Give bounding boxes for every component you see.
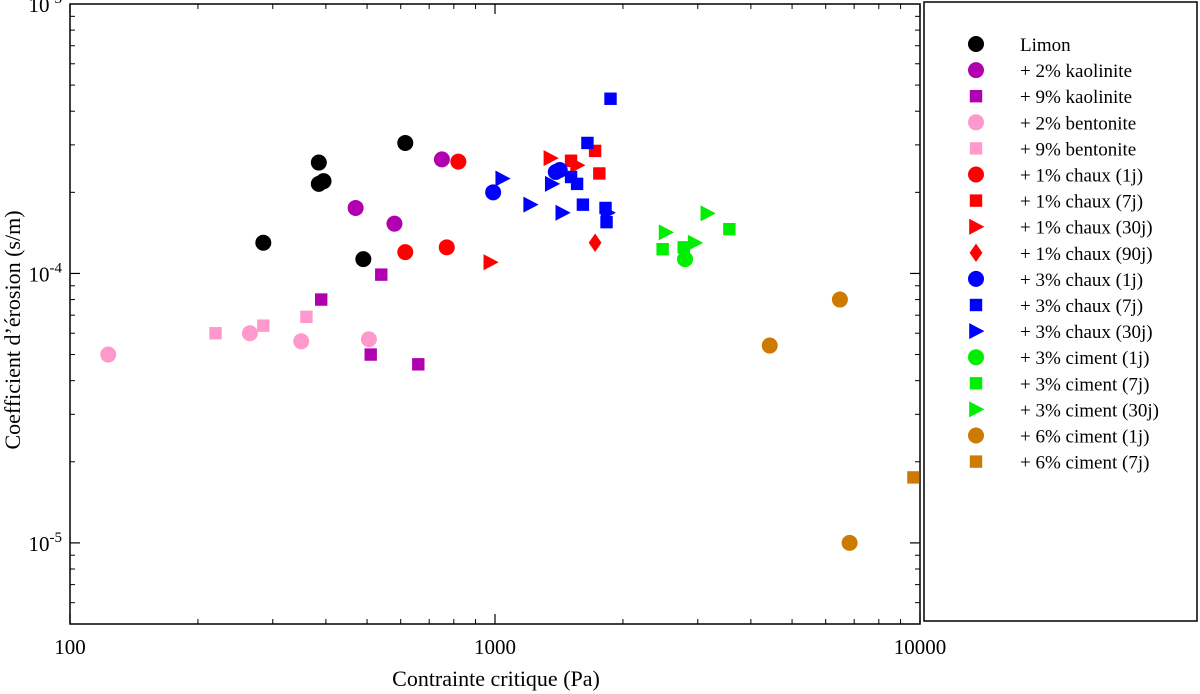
data-point: [438, 239, 455, 256]
data-point: [209, 327, 222, 340]
data-point: [483, 254, 499, 271]
data-point: [841, 534, 858, 551]
legend-label: + 6% ciment (1j): [1020, 427, 1149, 448]
legend-label: + 3% chaux (1j): [1020, 270, 1143, 291]
legend-marker: [968, 114, 984, 131]
data-point: [700, 205, 716, 222]
y-tick-label: 10-5: [29, 530, 63, 556]
data-point: [315, 173, 332, 190]
legend-marker: [969, 401, 985, 418]
data-point: [495, 170, 511, 187]
data-point: [570, 177, 584, 191]
data-point: [576, 198, 590, 211]
y-tick-label: 10-3: [29, 0, 63, 17]
legend-marker: [968, 36, 984, 52]
x-tick-label: 10000: [894, 635, 947, 659]
data-point: [761, 337, 778, 354]
y-axis-label: Coefficient d’érosion (s/m): [0, 210, 25, 449]
x-tick-label: 100: [54, 635, 86, 659]
data-point: [723, 222, 736, 236]
data-point: [604, 92, 617, 105]
data-point: [375, 268, 388, 281]
legend-marker: [969, 377, 983, 390]
data-point: [412, 358, 425, 371]
data-point: [677, 251, 694, 268]
y-tick-label: 10-4: [29, 260, 63, 286]
data-point: [347, 199, 364, 216]
legend-label: + 1% chaux (30j): [1020, 218, 1153, 239]
data-point: [600, 204, 616, 221]
legend-label: + 3% chaux (30j): [1020, 322, 1153, 343]
data-point: [364, 348, 377, 361]
legend-marker: [968, 62, 984, 79]
legend-box: [923, 1, 1198, 622]
legend-marker: [968, 166, 984, 183]
legend-label: + 1% chaux (90j): [1020, 244, 1153, 265]
legend-marker: [969, 243, 983, 262]
data-point: [310, 154, 327, 171]
plot-frame: [69, 3, 921, 625]
legend-marker: [969, 323, 985, 340]
data-point: [355, 251, 372, 268]
data-point: [581, 136, 594, 150]
data-point: [293, 333, 310, 350]
data-point: [257, 319, 270, 332]
legend-label: Limon: [1020, 35, 1071, 56]
data-point: [831, 291, 848, 308]
data-point: [570, 157, 586, 174]
data-point: [523, 196, 539, 213]
data-point: [300, 310, 313, 324]
legend-marker: [969, 194, 983, 207]
data-point: [255, 234, 272, 251]
data-point: [397, 134, 414, 151]
data-point: [485, 184, 502, 201]
data-point: [450, 153, 467, 170]
data-point: [544, 175, 561, 192]
legend-marker: [969, 218, 985, 235]
legend-label: + 3% ciment (7j): [1020, 374, 1149, 395]
data-point: [433, 151, 450, 168]
legend-label: + 3% ciment (30j): [1020, 400, 1159, 421]
data-point: [588, 233, 602, 252]
data-point: [551, 162, 568, 179]
data-point: [593, 167, 606, 180]
legend-marker: [969, 298, 983, 312]
legend-label: + 2% kaolinite: [1020, 61, 1132, 82]
data-point: [543, 150, 559, 167]
legend-label: + 2% bentonite: [1020, 113, 1136, 134]
data-point: [687, 234, 704, 251]
legend-marker: [968, 349, 984, 366]
data-point: [656, 243, 669, 256]
legend-label: + 6% ciment (7j): [1020, 453, 1149, 474]
data-point: [677, 241, 690, 254]
legend-marker: [968, 427, 984, 444]
legend-label: + 3% chaux (7j): [1020, 296, 1143, 317]
legend-marker: [969, 455, 983, 468]
legend-marker: [968, 270, 984, 287]
data-point: [658, 224, 674, 241]
legend-label: + 1% chaux (1j): [1020, 166, 1143, 187]
data-point: [315, 293, 328, 306]
x-axis-label: Contrainte critique (Pa): [392, 666, 600, 691]
legend-label: + 9% kaolinite: [1020, 87, 1132, 108]
data-point: [100, 346, 117, 363]
data-point: [555, 204, 571, 221]
data-point: [241, 325, 258, 342]
data-point: [397, 244, 414, 261]
data-point: [386, 215, 403, 232]
legend-marker: [969, 90, 983, 103]
legend-label: + 9% bentonite: [1020, 139, 1136, 160]
legend-label: + 3% ciment (1j): [1020, 348, 1149, 369]
x-tick-label: 1000: [474, 635, 516, 659]
data-point: [360, 331, 377, 348]
legend-marker: [969, 142, 983, 155]
data-point: [907, 471, 920, 484]
legend-label: + 1% chaux (7j): [1020, 192, 1143, 213]
